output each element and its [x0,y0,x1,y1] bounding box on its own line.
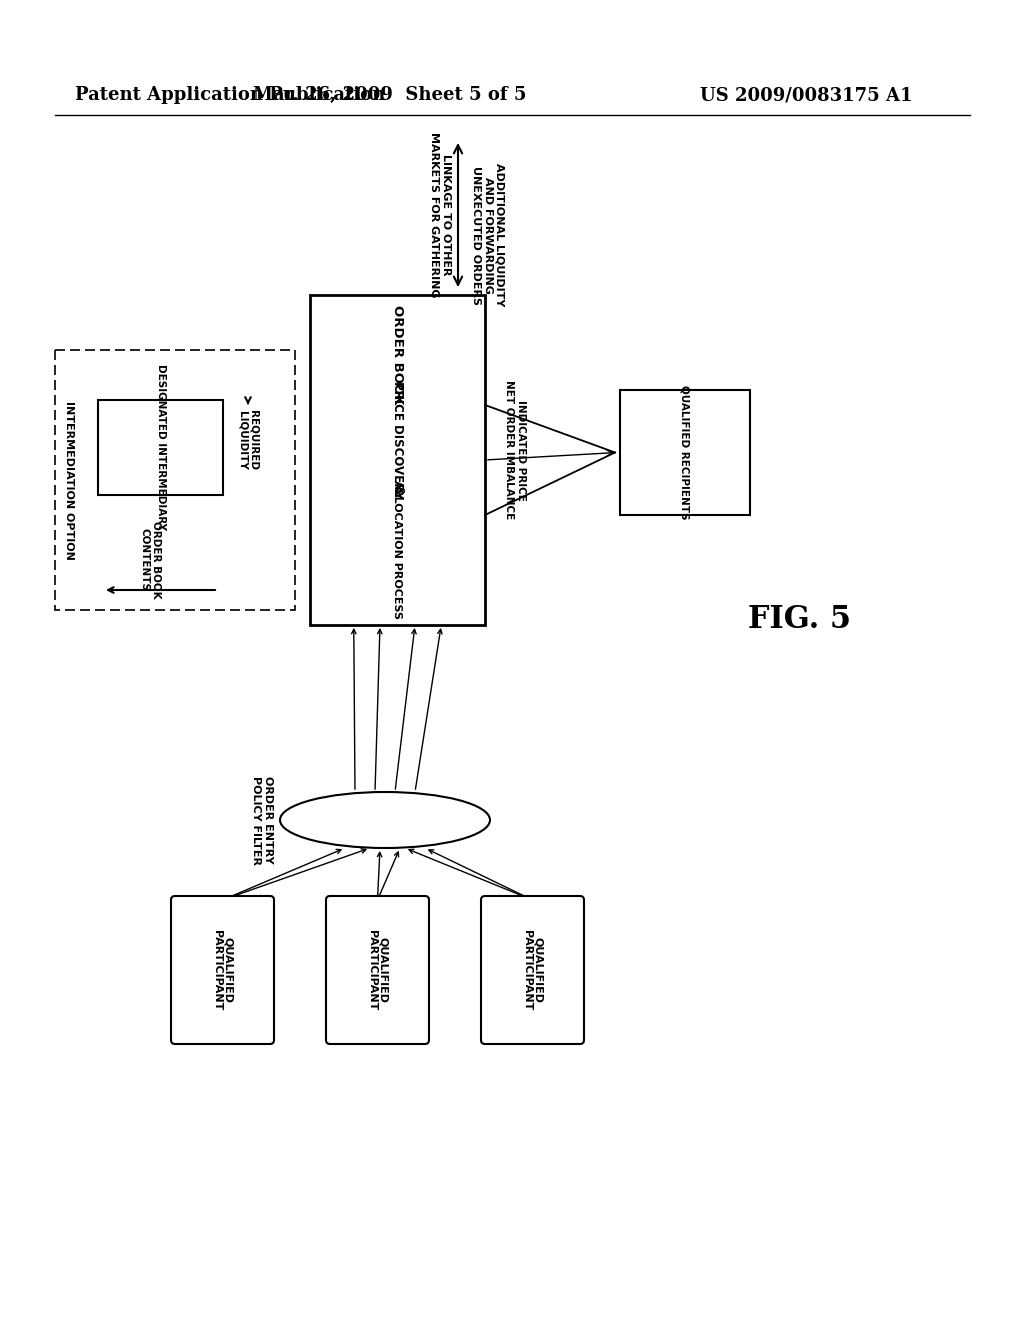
Text: QUALIFIED
PARTICIPANT: QUALIFIED PARTICIPANT [212,929,233,1010]
FancyBboxPatch shape [171,896,274,1044]
Text: INDICATED PRICE
NET ORDER IMBALANCE: INDICATED PRICE NET ORDER IMBALANCE [504,380,525,520]
Bar [98,400,223,495]
Text: Mar. 26, 2009  Sheet 5 of 5: Mar. 26, 2009 Sheet 5 of 5 [253,86,526,104]
Text: QUALIFIED
PARTICIPANT: QUALIFIED PARTICIPANT [521,929,544,1010]
Text: LINKAGE TO OTHER
MARKETS FOR GATHERING: LINKAGE TO OTHER MARKETS FOR GATHERING [429,132,451,298]
Text: &: & [391,484,404,495]
Text: INTERMEDIATION OPTION: INTERMEDIATION OPTION [63,400,74,560]
Text: REQUIRED
LIQUIDITY: REQUIRED LIQUIDITY [238,411,259,470]
FancyBboxPatch shape [481,896,584,1044]
Text: Patent Application Publication: Patent Application Publication [75,86,385,104]
Bar [310,294,485,624]
Text: QUALIFIED
PARTICIPANT: QUALIFIED PARTICIPANT [367,929,388,1010]
Text: ALLOCATION PROCESS: ALLOCATION PROCESS [392,480,402,619]
Text: FIG. 5: FIG. 5 [749,605,852,635]
Text: ORDER BOOK
CONTENTS: ORDER BOOK CONTENTS [139,521,162,599]
Bar [55,350,295,610]
Text: DESIGNATED INTERMEDIARY: DESIGNATED INTERMEDIARY [156,364,166,531]
Text: ORDER ENTRY
POLICY FILTER: ORDER ENTRY POLICY FILTER [251,776,272,865]
Text: PRICE DISCOVERY: PRICE DISCOVERY [391,381,404,499]
FancyBboxPatch shape [326,896,429,1044]
Text: QUALIFIED RECIPIENTS: QUALIFIED RECIPIENTS [680,385,690,520]
Ellipse shape [280,792,490,847]
Text: ORDER BOOK: ORDER BOOK [391,305,404,405]
Bar [620,389,750,515]
Text: ADDITIONAL LIQUIDITY
AND FORWARDING
UNEXECUTED ORDERS: ADDITIONAL LIQUIDITY AND FORWARDING UNEX… [471,164,505,306]
Text: US 2009/0083175 A1: US 2009/0083175 A1 [700,86,912,104]
